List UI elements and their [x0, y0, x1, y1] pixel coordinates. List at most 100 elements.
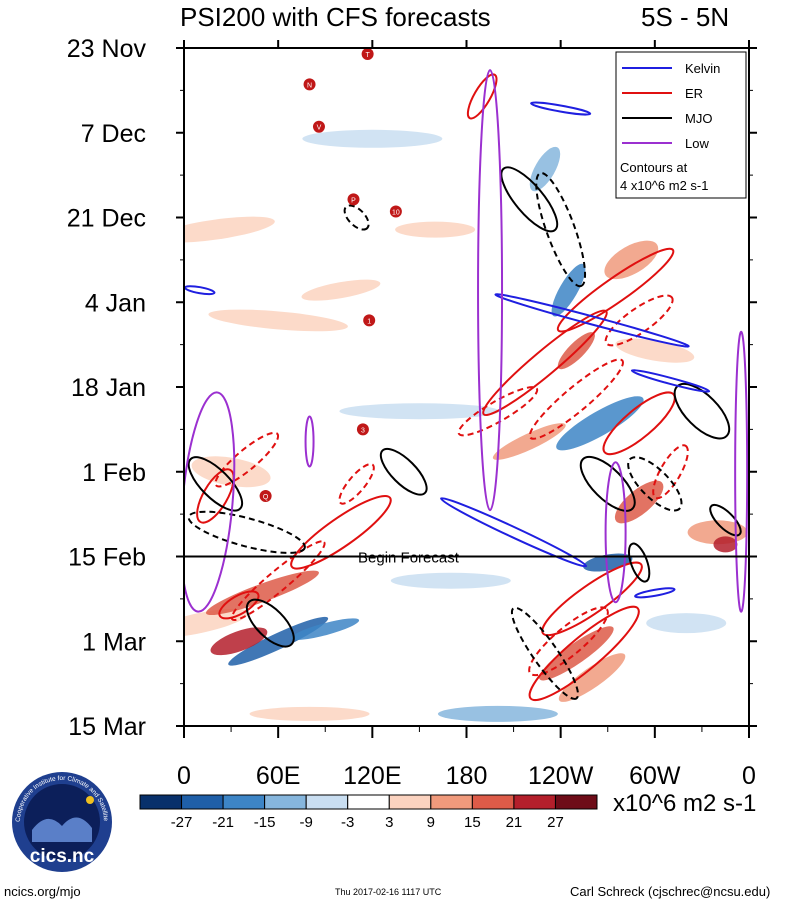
anomaly-patch — [228, 616, 329, 666]
colorbar-label: -9 — [300, 814, 313, 831]
low-contour — [477, 69, 504, 512]
anomaly-patch — [291, 618, 360, 640]
y-tick-label: 1 Mar — [82, 628, 146, 656]
legend: Kelvin ER MJO Low Contours at 4 x10^6 m2 s-… — [615, 51, 747, 199]
x-tick-label: 60E — [256, 762, 300, 790]
mjo-contour — [245, 598, 295, 648]
colorbar-label: 21 — [506, 814, 523, 831]
anomaly-patch — [529, 146, 561, 192]
x-tick-label: 180 — [446, 762, 488, 790]
er-contour — [528, 605, 640, 701]
storm-symbol — [356, 423, 369, 436]
y-tick-label: 21 Dec — [67, 205, 146, 233]
storm-symbol — [389, 205, 402, 218]
storm-symbol — [303, 78, 316, 91]
y-tick-label: 7 Dec — [81, 120, 146, 148]
low-contour — [604, 461, 627, 604]
colorbar: -27 -21 -15 -9 -3 3 9 15 21 27 — [139, 794, 598, 831]
colorbar-label: 3 — [385, 814, 393, 831]
footer-url: ncics.org/mjo — [4, 884, 81, 899]
storm-label: 3 — [361, 427, 365, 434]
x-tick-label: 0 — [177, 762, 191, 790]
er-contour — [196, 468, 235, 524]
er-contour-dashed — [528, 358, 624, 440]
logo-sun — [86, 796, 94, 804]
anomaly-patch — [210, 627, 268, 656]
x-tick-label: 120W — [528, 762, 594, 790]
anomaly-patch — [395, 221, 476, 238]
region-label: 5S - 5N — [641, 2, 730, 32]
storm-label: N — [307, 82, 312, 89]
mjo-contour — [709, 503, 742, 537]
er-contour — [218, 590, 260, 620]
cics-logo: Cooperative Institute for Climate and Sa… — [10, 770, 112, 872]
kelvin-contour — [630, 369, 711, 393]
legend-note-line2: 4 x10^6 m2 s-1 — [620, 178, 708, 193]
colorbar-label: 27 — [547, 814, 564, 831]
anomaly-patch — [551, 263, 586, 317]
er-contour-dashed — [214, 431, 280, 488]
mjo-contour — [500, 166, 559, 233]
storm-symbol — [363, 314, 376, 327]
colorbar-label: -21 — [212, 814, 234, 831]
legend-label: ER — [685, 86, 703, 101]
storm-label: V — [317, 125, 322, 132]
legend-label: Kelvin — [685, 61, 720, 76]
colorbar-label: 9 — [427, 814, 435, 831]
axis-ticks — [176, 40, 757, 738]
logo-text: cics.nc — [30, 846, 95, 867]
kelvin-contour — [440, 497, 588, 568]
kelvin-contour — [184, 285, 216, 296]
colorbar-label: -15 — [254, 814, 276, 831]
mjo-contour — [187, 456, 244, 512]
mjo-contour — [579, 455, 636, 512]
forecast-label: Begin Forecast — [358, 550, 460, 567]
low-contour — [304, 415, 315, 468]
er-contour — [556, 247, 675, 333]
anomaly-patch — [184, 608, 249, 638]
kelvin-contour — [494, 293, 690, 348]
legend-label: MJO — [685, 111, 712, 126]
mjo-contour-dashed — [187, 510, 306, 554]
x-tick-label: 0 — [742, 762, 756, 790]
storm-label: T — [365, 52, 370, 59]
er-contour — [290, 495, 392, 570]
storm-symbol — [347, 193, 360, 206]
er-contour — [602, 391, 676, 456]
storm-symbol — [312, 120, 325, 133]
x-tick-label: 60W — [629, 762, 681, 790]
mjo-contour-dashed — [510, 606, 580, 700]
colorbar-label: 15 — [464, 814, 481, 831]
er-contour — [541, 561, 643, 637]
er-contour-dashed — [528, 606, 609, 677]
logo-mountains — [32, 817, 92, 842]
anomaly-patch — [301, 279, 381, 301]
er-contour-dashed — [457, 386, 539, 437]
y-tick-label: 15 Mar — [68, 713, 146, 741]
anomaly-patch — [604, 240, 659, 280]
psi200-field — [184, 129, 748, 722]
mjo-contour — [627, 542, 651, 583]
colorbar-swatch — [388, 794, 432, 810]
y-tick-label: 23 Nov — [67, 35, 147, 63]
anomaly-patch — [492, 423, 566, 460]
er-contour-dashed — [652, 444, 689, 500]
colorbar-swatch — [139, 794, 183, 810]
colorbar-label: -3 — [341, 814, 354, 831]
footer-timestamp: Thu 2017-02-16 1117 UTC — [335, 887, 442, 897]
colorbar-swatch — [471, 794, 515, 810]
storm-symbols: T N V P 10 1 3 Q — [259, 48, 402, 502]
colorbar-swatch — [264, 794, 307, 810]
colorbar-swatch — [222, 794, 266, 810]
anomaly-patch — [539, 626, 614, 681]
anomaly-patch — [615, 338, 695, 363]
wave-contours — [184, 69, 749, 701]
y-axis-labels: 23 Nov 7 Dec 21 Dec 4 Jan 18 Jan 1 Feb 15 Feb 1… — [67, 35, 147, 741]
storm-label: 10 — [392, 209, 400, 216]
low-contour — [734, 330, 749, 613]
anomaly-patch — [339, 403, 500, 420]
legend-note-line1: Contours at — [620, 160, 688, 175]
storm-symbol — [361, 48, 374, 61]
kelvin-contour — [530, 101, 592, 116]
